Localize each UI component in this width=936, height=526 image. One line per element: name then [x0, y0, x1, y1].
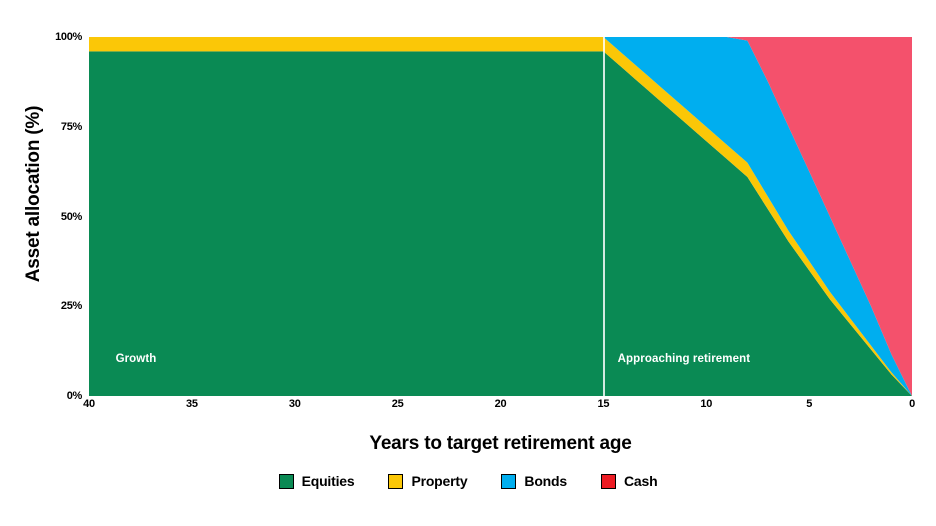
area-series-equities — [89, 51, 912, 396]
x-axis-ticks: 40 35 30 25 20 15 10 5 0 — [83, 398, 915, 418]
x-axis-tick-label: 0 — [909, 398, 915, 410]
x-axis-tick-label: 20 — [494, 398, 507, 410]
legend-item[interactable]: Property — [388, 473, 468, 489]
y-axis-tick-label: 100% — [55, 31, 82, 43]
region-label-growth: Growth — [115, 353, 157, 366]
y-axis-tick-label: 75% — [60, 120, 82, 133]
y-axis-tick-label: 50% — [60, 210, 82, 223]
x-axis-tick-label: 30 — [288, 398, 301, 410]
legend-swatch-bonds — [501, 474, 517, 489]
area-series-cash — [89, 37, 912, 396]
legend-item[interactable]: Cash — [600, 473, 658, 489]
legend-label: Equities — [301, 473, 355, 489]
legend-label: Cash — [623, 473, 658, 489]
x-axis-tick-label: 25 — [391, 398, 404, 410]
legend-item[interactable]: Equities — [278, 473, 355, 489]
x-axis-title: Years to target retirement age — [369, 433, 632, 454]
legend-swatch-cash — [600, 474, 616, 489]
region-label-approaching-retirement: Approaching retirement — [617, 353, 751, 366]
chart-legend: Equities Property Bonds Cash — [0, 474, 936, 489]
y-axis-tick-label: 25% — [60, 300, 82, 313]
legend-swatch-property — [388, 474, 404, 489]
x-axis-tick-label: 15 — [597, 398, 610, 410]
x-axis-tick-label: 5 — [806, 398, 813, 410]
phase-divider-line — [603, 37, 606, 396]
legend-item[interactable]: Bonds — [501, 474, 567, 489]
legend-swatch-equities — [278, 474, 294, 489]
y-axis-tick-label: 0% — [66, 390, 83, 402]
legend-label: Property — [411, 473, 468, 489]
stacked-area-svg — [89, 37, 912, 396]
x-axis-tick-label: 10 — [700, 398, 713, 410]
plot-area — [89, 37, 912, 396]
legend-label: Bonds — [524, 473, 567, 489]
x-axis-tick-label: 40 — [83, 398, 95, 410]
area-series-bonds — [89, 37, 912, 396]
y-axis-ticks: 0% 25% 50% 75% 100% — [36, 0, 82, 526]
x-axis-tick-label: 35 — [186, 398, 198, 410]
